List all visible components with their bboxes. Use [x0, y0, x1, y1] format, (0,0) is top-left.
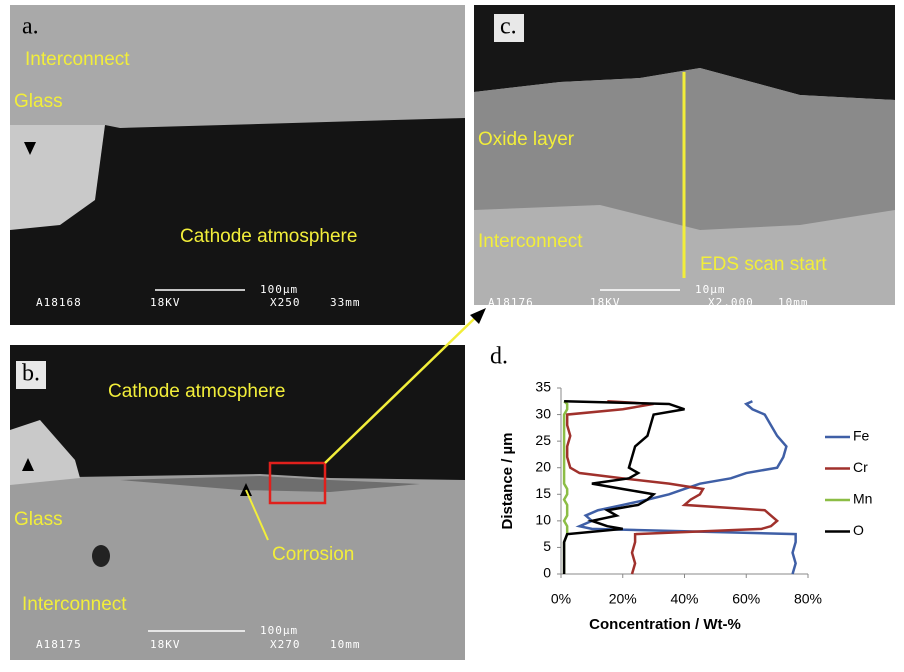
x-axis-title: Concentration / Wt-%: [589, 616, 741, 633]
micrograph-info: X2,000: [708, 296, 754, 309]
micrograph-info: 33mm: [330, 296, 361, 309]
x-tick-label: 0%: [551, 591, 571, 607]
annotation: Glass: [14, 509, 63, 530]
y-tick-label: 20: [535, 458, 551, 474]
micrograph-info: X270: [270, 638, 301, 651]
annotation: Cathode atmosphere: [108, 381, 285, 402]
legend-label: Cr: [853, 459, 868, 475]
micrograph-info: 18KV: [590, 296, 621, 309]
panel-d-label: d.: [490, 344, 508, 370]
x-tick-label: 60%: [732, 591, 760, 607]
annotation: EDS scan start: [700, 254, 827, 275]
legend-label: Mn: [853, 491, 872, 507]
micrograph-info: A18168: [36, 296, 82, 309]
annotation: Interconnect: [25, 49, 130, 70]
legend-label: Fe: [853, 428, 870, 444]
annotation: Interconnect: [478, 231, 583, 252]
annotation: Interconnect: [22, 594, 127, 615]
annotation: Cathode atmosphere: [180, 226, 357, 247]
panel-b-particle: [92, 545, 110, 567]
scale-label: 100µm: [260, 624, 298, 637]
y-tick-label: 10: [535, 512, 551, 528]
y-tick-label: 0: [543, 565, 551, 581]
micrograph-info: 18KV: [150, 638, 181, 651]
micrograph-info: 18KV: [150, 296, 181, 309]
panel-b-atmosphere: [10, 345, 465, 480]
y-tick-label: 35: [535, 379, 551, 395]
micrograph-info: X250: [270, 296, 301, 309]
scale-label: 100µm: [260, 283, 298, 296]
panel-label: c.: [500, 14, 517, 40]
series-line: [567, 401, 777, 574]
y-tick-label: 25: [535, 432, 551, 448]
micrograph-info: 10mm: [778, 296, 809, 309]
figure: d. a. Interconnect Glass Cathode atmosphere…: [0, 0, 904, 667]
legend-label: O: [853, 522, 864, 538]
annotation: Corrosion: [272, 544, 354, 565]
micrograph-info: 10mm: [330, 638, 361, 651]
x-tick-label: 20%: [609, 591, 637, 607]
x-tick-label: 80%: [794, 591, 822, 607]
y-tick-label: 30: [535, 405, 551, 421]
panel-label: b.: [22, 361, 40, 387]
y-tick-label: 15: [535, 485, 551, 501]
annotation: Glass: [14, 91, 63, 112]
y-tick-label: 5: [543, 538, 551, 554]
panel-label: a.: [22, 14, 39, 40]
micrograph-info: A18175: [36, 638, 82, 651]
annotation: Oxide layer: [478, 129, 575, 150]
y-axis-title: Distance / µm: [499, 432, 516, 529]
micrograph-info: A18176: [488, 296, 534, 309]
scale-label: 10µm: [695, 283, 726, 296]
x-tick-label: 40%: [670, 591, 698, 607]
series-line: [564, 401, 684, 574]
